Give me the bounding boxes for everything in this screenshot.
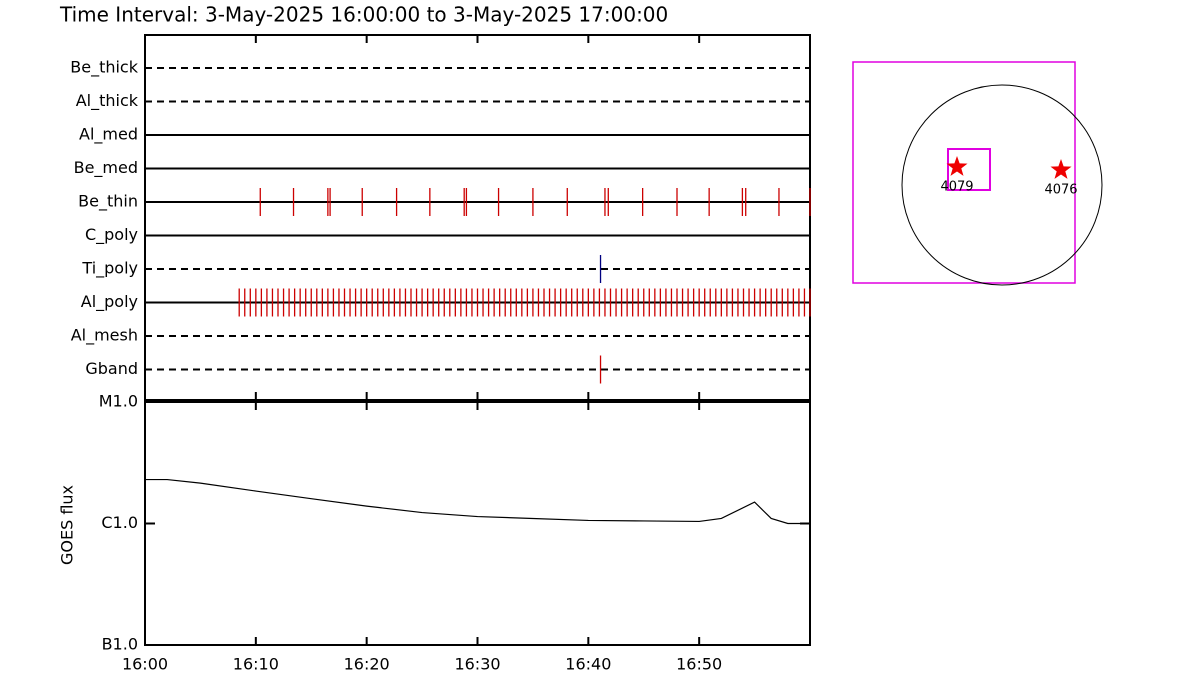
solar-limb xyxy=(901,84,1103,286)
region-label: 4079 xyxy=(940,180,973,195)
x-tick-label: 16:40 xyxy=(565,655,611,674)
x-tick-label: 16:30 xyxy=(454,655,500,674)
y-axis-label: GOES flux xyxy=(58,485,77,565)
row-label: Al_mesh xyxy=(71,326,138,346)
y-tick-label: B1.0 xyxy=(102,635,138,654)
region-star xyxy=(1050,159,1072,179)
x-tick-label: 16:20 xyxy=(344,655,390,674)
row-label: Be_thick xyxy=(70,58,138,78)
fov-box xyxy=(852,61,1076,284)
row-label: Ti_poly xyxy=(81,259,138,279)
x-tick-label: 16:00 xyxy=(122,655,168,674)
region-star xyxy=(946,156,968,176)
row-label: Gband xyxy=(85,359,138,378)
y-tick-label: C1.0 xyxy=(101,513,138,532)
goes-curve xyxy=(145,478,810,525)
row-label: Al_thick xyxy=(76,91,139,111)
row-label: Al_poly xyxy=(81,292,138,312)
row-label: Be_med xyxy=(74,158,138,178)
x-tick-label: 16:10 xyxy=(233,655,279,674)
goes-frame xyxy=(144,401,811,646)
region-label: 4076 xyxy=(1044,183,1077,198)
row-label: Be_thin xyxy=(78,192,138,212)
timeline-frame xyxy=(144,34,811,401)
row-label: Al_med xyxy=(79,125,138,145)
target-box xyxy=(947,148,991,191)
row-label: C_poly xyxy=(85,225,138,245)
x-tick-label: 16:50 xyxy=(676,655,722,674)
title: Time Interval: 3-May-2025 16:00:00 to 3-… xyxy=(59,3,668,27)
y-tick-label: M1.0 xyxy=(99,392,138,411)
